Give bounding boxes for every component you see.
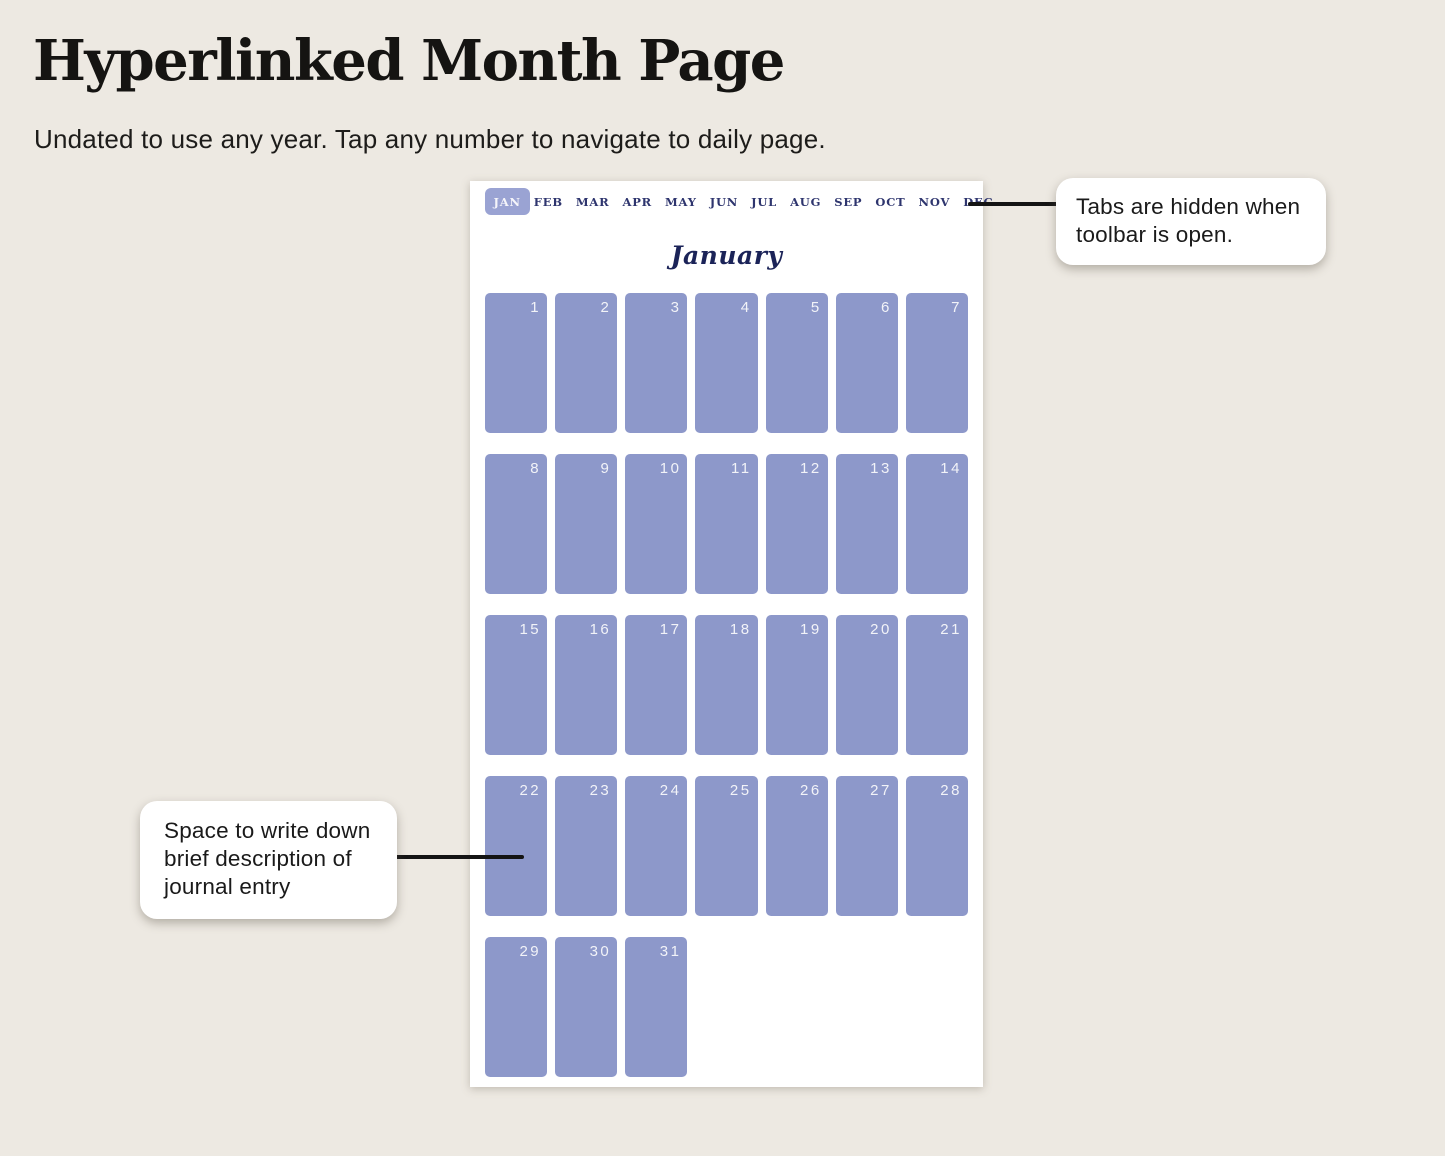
day-number: 25 [729, 782, 752, 799]
callout-tabs-note-text: Tabs are hidden when toolbar is open. [1076, 194, 1301, 247]
day-number: 29 [519, 943, 542, 960]
day-number: 13 [870, 460, 892, 477]
day-cell-2[interactable]: 2 [555, 293, 618, 433]
day-number: 28 [940, 782, 962, 799]
day-number: 30 [589, 943, 612, 960]
day-cell-11[interactable]: 11 [695, 454, 758, 594]
tab-jan[interactable]: JAN [484, 188, 530, 215]
tab-mar[interactable]: MAR [575, 195, 610, 209]
day-number: 15 [519, 621, 542, 638]
day-number: 7 [951, 299, 962, 316]
day-cell-4[interactable]: 4 [695, 293, 758, 433]
day-cell-7[interactable]: 7 [905, 293, 968, 433]
day-number: 9 [600, 460, 612, 477]
day-cell-12[interactable]: 12 [765, 454, 828, 594]
day-cell-15[interactable]: 15 [485, 615, 548, 755]
tab-jun[interactable]: JUN [709, 195, 739, 209]
day-number: 14 [940, 460, 962, 477]
day-number: 12 [800, 460, 822, 477]
day-cell-9[interactable]: 9 [555, 454, 618, 594]
day-number: 20 [870, 621, 892, 638]
callout-line-space [393, 855, 524, 859]
day-cell-23[interactable]: 23 [555, 776, 618, 916]
day-cell-19[interactable]: 19 [765, 615, 828, 755]
tab-feb[interactable]: FEB [533, 195, 563, 209]
page-subtitle: Undated to use any year. Tap any number … [34, 124, 826, 154]
day-cell-17[interactable]: 17 [625, 615, 688, 755]
day-number: 8 [530, 460, 542, 477]
day-number: 16 [589, 621, 612, 638]
callout-space-note-text: Space to write down brief description of… [164, 818, 371, 899]
day-cell-20[interactable]: 20 [835, 615, 898, 755]
month-tabs: JANFEBMARAPRMAYJUNJULAUGSEPOCTNOVDEC [470, 188, 993, 215]
tab-oct[interactable]: OCT [875, 195, 906, 209]
day-cell-27[interactable]: 27 [835, 776, 898, 916]
day-cell-16[interactable]: 16 [555, 615, 618, 755]
month-title: January [670, 241, 783, 270]
day-cell-10[interactable]: 10 [625, 454, 688, 594]
tab-jul[interactable]: JUL [751, 195, 778, 209]
day-cell-6[interactable]: 6 [835, 293, 898, 433]
day-number: 26 [800, 782, 822, 799]
day-number: 17 [659, 621, 682, 638]
day-cell-22[interactable]: 22 [485, 776, 548, 916]
day-cell-24[interactable]: 24 [625, 776, 688, 916]
day-cell-18[interactable]: 18 [695, 615, 758, 755]
day-cell-13[interactable]: 13 [835, 454, 898, 594]
page-title: Hyperlinked Month Page [33, 28, 785, 94]
day-number: 22 [519, 782, 542, 799]
day-cell-31[interactable]: 31 [625, 937, 688, 1077]
tab-may[interactable]: MAY [665, 195, 697, 209]
day-number: 2 [600, 299, 612, 316]
day-grid: 1 2 3 4 5 6 7 8 9 10 11 12 13 14 15 16 17 18 19 20 21 22 23 24 2… [485, 293, 968, 1077]
day-number: 6 [881, 299, 892, 316]
tab-aug[interactable]: AUG [790, 195, 822, 209]
day-cell-5[interactable]: 5 [765, 293, 828, 433]
callout-line-tabs [968, 202, 1060, 206]
day-number: 1 [530, 299, 542, 316]
tab-apr[interactable]: APR [622, 195, 653, 209]
day-cell-1[interactable]: 1 [485, 293, 548, 433]
day-cell-14[interactable]: 14 [905, 454, 968, 594]
day-number: 21 [940, 621, 962, 638]
day-cell-3[interactable]: 3 [625, 293, 688, 433]
day-number: 24 [659, 782, 682, 799]
day-cell-29[interactable]: 29 [485, 937, 548, 1077]
day-cell-25[interactable]: 25 [695, 776, 758, 916]
day-cell-30[interactable]: 30 [555, 937, 618, 1077]
callout-tabs-note: Tabs are hidden when toolbar is open. [1056, 178, 1326, 265]
day-number: 3 [670, 299, 682, 316]
day-number: 19 [800, 621, 822, 638]
day-number: 27 [870, 782, 892, 799]
day-number: 5 [810, 299, 822, 316]
day-number: 23 [589, 782, 612, 799]
day-number: 18 [729, 621, 752, 638]
tab-sep[interactable]: SEP [834, 195, 863, 209]
tab-nov[interactable]: NOV [918, 195, 951, 209]
calendar-panel: JANFEBMARAPRMAYJUNJULAUGSEPOCTNOVDEC Jan… [470, 181, 993, 1087]
day-number: 31 [659, 943, 682, 960]
day-cell-28[interactable]: 28 [905, 776, 968, 916]
day-number: 11 [730, 460, 752, 477]
day-cell-8[interactable]: 8 [485, 454, 548, 594]
day-number: 4 [740, 299, 752, 316]
day-cell-21[interactable]: 21 [905, 615, 968, 755]
callout-space-note: Space to write down brief description of… [140, 801, 397, 919]
day-number: 10 [659, 460, 682, 477]
day-cell-26[interactable]: 26 [765, 776, 828, 916]
